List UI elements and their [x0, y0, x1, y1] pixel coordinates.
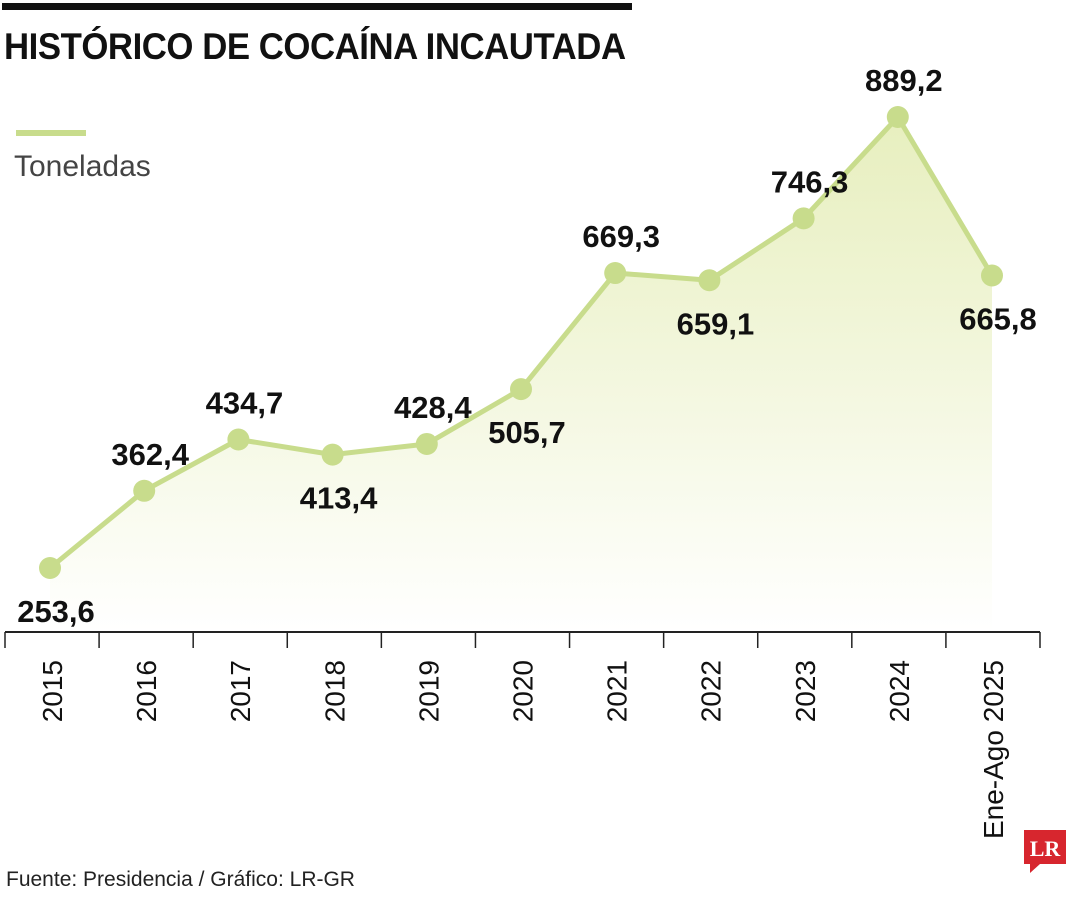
x-tick-label-2017: 2017 [225, 660, 256, 722]
data-point-2020 [510, 378, 532, 401]
data-point-Ene-Ago 2025 [981, 264, 1003, 287]
x-tick-label-2023: 2023 [790, 660, 821, 722]
value-label-2015: 253,6 [17, 594, 95, 629]
value-label-2018: 413,4 [300, 481, 378, 516]
data-point-2018 [321, 443, 344, 466]
value-label-2019: 428,4 [394, 390, 472, 425]
value-label-2024: 889,2 [865, 63, 943, 98]
x-tick-label-Ene-Ago 2025: Ene-Ago 2025 [978, 660, 1009, 839]
lr-logo: LR [1024, 830, 1066, 873]
x-tick-label-2018: 2018 [319, 660, 350, 722]
x-tick-label-2022: 2022 [696, 660, 727, 722]
legend-swatch [16, 130, 86, 136]
value-label-2023: 746,3 [771, 164, 849, 199]
value-label-2022: 659,1 [677, 306, 755, 341]
data-point-2024 [886, 106, 909, 128]
x-tick-label-2024: 2024 [884, 660, 915, 722]
value-label-2017: 434,7 [206, 385, 284, 420]
data-point-2023 [792, 207, 815, 230]
x-tick-label-2021: 2021 [602, 660, 633, 722]
data-point-2015 [39, 557, 61, 579]
x-tick-label-2020: 2020 [508, 660, 539, 722]
data-point-2017 [227, 428, 250, 451]
x-tick-label-2015: 2015 [37, 660, 68, 722]
value-label-2016: 362,4 [111, 437, 189, 472]
data-point-2019 [415, 432, 438, 455]
data-point-2016 [133, 479, 156, 502]
logo-text: LR [1030, 836, 1062, 861]
x-tick-label-2019: 2019 [413, 660, 444, 722]
value-label-Ene-Ago 2025: 665,8 [959, 302, 1037, 337]
area-fill [50, 117, 992, 632]
source-note: Fuente: Presidencia / Gráfico: LR-GR [6, 868, 355, 891]
legend-label: Toneladas [14, 150, 151, 183]
title-rule [2, 3, 632, 10]
chart-title: HISTÓRICO DE COCAÍNA INCAUTADA [4, 26, 626, 67]
value-label-2021: 669,3 [582, 219, 660, 254]
data-point-2022 [698, 269, 721, 292]
x-tick-label-2016: 2016 [131, 660, 162, 722]
data-point-2021 [604, 262, 627, 285]
value-label-2020: 505,7 [488, 415, 566, 450]
